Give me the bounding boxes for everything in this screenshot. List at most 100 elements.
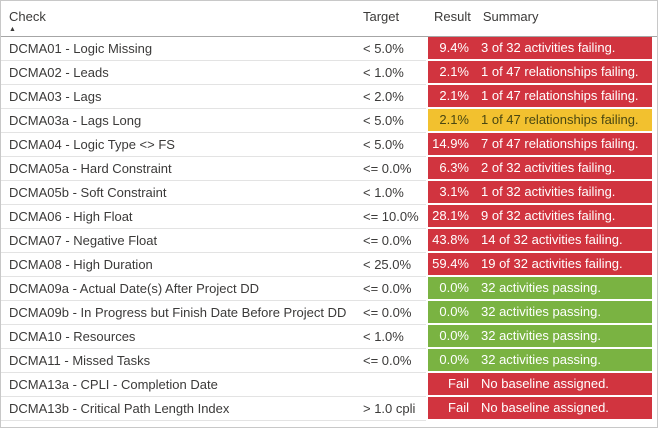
result-cell: 14.9% 7 of 47 relationships failing. [428,133,652,155]
check-cell: DCMA04 - Logic Type <> FS [9,137,175,152]
column-header-check[interactable]: Check ▲ [9,9,363,34]
check-cell: DCMA13a - CPLI - Completion Date [9,377,218,392]
result-cell: 0.0% 32 activities passing. [428,301,652,323]
result-value: 28.1% [432,208,469,223]
check-cell: DCMA06 - High Float [9,209,133,224]
target-cell: <= 0.0% [363,161,412,176]
result-cell: 43.8% 14 of 32 activities failing. [428,229,652,251]
result-value: 43.8% [432,232,469,247]
result-cell: 0.0% 32 activities passing. [428,277,652,299]
check-cell: DCMA07 - Negative Float [9,233,158,248]
summary-text: 14 of 32 activities failing. [481,232,623,247]
column-header-result[interactable]: Result [434,9,471,24]
check-cell: DCMA02 - Leads [9,65,109,80]
check-cell: DCMA05a - Hard Constraint [9,161,172,176]
target-cell: < 25.0% [363,257,412,272]
table-row[interactable]: DCMA02 - Leads < 1.0% 2.1% 1 of 47 relat… [1,61,657,85]
check-cell: DCMA08 - High Duration [9,257,153,272]
summary-text: 19 of 32 activities failing. [481,256,623,271]
check-cell: DCMA05b - Soft Constraint [9,185,167,200]
summary-text: 7 of 47 relationships failing. [481,136,639,151]
target-cell: < 2.0% [363,89,404,104]
check-cell: DCMA09a - Actual Date(s) After Project D… [9,281,259,296]
table-row[interactable]: DCMA09b - In Progress but Finish Date Be… [1,301,657,325]
result-value: Fail [448,376,469,391]
summary-text: No baseline assigned. [481,376,609,391]
table-row[interactable]: DCMA13b - Critical Path Length Index > 1… [1,397,657,421]
summary-text: 9 of 32 activities failing. [481,208,616,223]
table-row[interactable]: DCMA08 - High Duration < 25.0% 59.4% 19 … [1,253,657,277]
summary-text: 32 activities passing. [481,328,601,343]
summary-text: No baseline assigned. [481,400,609,415]
result-cell: 59.4% 19 of 32 activities failing. [428,253,652,275]
check-cell: DCMA01 - Logic Missing [9,41,153,56]
check-cell: DCMA09b - In Progress but Finish Date Be… [9,305,347,320]
result-cell: 9.4% 3 of 32 activities failing. [428,37,652,59]
target-cell: > 1.0 cpli [363,401,416,416]
table-row[interactable]: DCMA11 - Missed Tasks <= 0.0% 0.0% 32 ac… [1,349,657,373]
target-cell: < 1.0% [363,65,404,80]
target-cell: < 1.0% [363,185,404,200]
result-cell: 3.1% 1 of 32 activities failing. [428,181,652,203]
sort-ascending-icon: ▲ [9,26,16,33]
result-value: 6.3% [439,160,469,175]
table-body: DCMA01 - Logic Missing < 5.0% 9.4% 3 of … [1,37,657,421]
result-cell: 2.1% 1 of 47 relationships failing. [428,85,652,107]
table-row[interactable]: DCMA04 - Logic Type <> FS < 5.0% 14.9% 7… [1,133,657,157]
table-row[interactable]: DCMA10 - Resources < 1.0% 0.0% 32 activi… [1,325,657,349]
result-value: 59.4% [432,256,469,271]
table-row[interactable]: DCMA05a - Hard Constraint <= 0.0% 6.3% 2… [1,157,657,181]
summary-text: 2 of 32 activities failing. [481,160,616,175]
result-value: 3.1% [439,184,469,199]
table-row[interactable]: DCMA09a - Actual Date(s) After Project D… [1,277,657,301]
target-cell: <= 10.0% [363,209,419,224]
summary-text: 32 activities passing. [481,352,601,367]
table-row[interactable]: DCMA03a - Lags Long < 5.0% 2.1% 1 of 47 … [1,109,657,133]
result-value: 14.9% [432,136,469,151]
summary-text: 1 of 47 relationships failing. [481,112,639,127]
result-value: 0.0% [439,352,469,367]
column-header-target[interactable]: Target [363,9,400,24]
target-cell: < 1.0% [363,329,404,344]
result-cell: 2.1% 1 of 47 relationships failing. [428,109,652,131]
table-row[interactable]: DCMA13a - CPLI - Completion Date Fail No… [1,373,657,397]
result-value: 2.1% [439,112,469,127]
check-cell: DCMA11 - Missed Tasks [9,353,151,368]
summary-text: 32 activities passing. [481,280,601,295]
target-cell: <= 0.0% [363,353,412,368]
check-cell: DCMA10 - Resources [9,329,136,344]
result-value: 0.0% [439,304,469,319]
table-header: Check ▲ Target Result Summary [1,1,657,37]
check-cell: DCMA03 - Lags [9,89,102,104]
target-cell: <= 0.0% [363,305,412,320]
result-cell: Fail No baseline assigned. [428,373,652,395]
target-cell: <= 0.0% [363,281,412,296]
target-cell: <= 0.0% [363,233,412,248]
result-cell: 0.0% 32 activities passing. [428,325,652,347]
column-header-summary[interactable]: Summary [482,9,539,24]
table-row[interactable]: DCMA06 - High Float <= 10.0% 28.1% 9 of … [1,205,657,229]
result-value: 9.4% [439,40,469,55]
result-cell: Fail No baseline assigned. [428,397,652,419]
result-value: 0.0% [439,280,469,295]
target-cell: < 5.0% [363,113,404,128]
table-row[interactable]: DCMA05b - Soft Constraint < 1.0% 3.1% 1 … [1,181,657,205]
result-cell: 28.1% 9 of 32 activities failing. [428,205,652,227]
table-row[interactable]: DCMA07 - Negative Float <= 0.0% 43.8% 14… [1,229,657,253]
table-row[interactable]: DCMA03 - Lags < 2.0% 2.1% 1 of 47 relati… [1,85,657,109]
result-cell: 2.1% 1 of 47 relationships failing. [428,61,652,83]
table-row[interactable]: DCMA01 - Logic Missing < 5.0% 9.4% 3 of … [1,37,657,61]
result-value: Fail [448,400,469,415]
check-cell: DCMA03a - Lags Long [9,113,142,128]
result-value: 2.1% [439,88,469,103]
result-cell: 0.0% 32 activities passing. [428,349,652,371]
summary-text: 1 of 47 relationships failing. [481,64,639,79]
summary-text: 1 of 47 relationships failing. [481,88,639,103]
target-cell: < 5.0% [363,137,404,152]
result-value: 2.1% [439,64,469,79]
check-cell: DCMA13b - Critical Path Length Index [9,401,230,416]
column-header-check-label: Check [9,9,46,24]
summary-text: 1 of 32 activities failing. [481,184,616,199]
summary-text: 32 activities passing. [481,304,601,319]
